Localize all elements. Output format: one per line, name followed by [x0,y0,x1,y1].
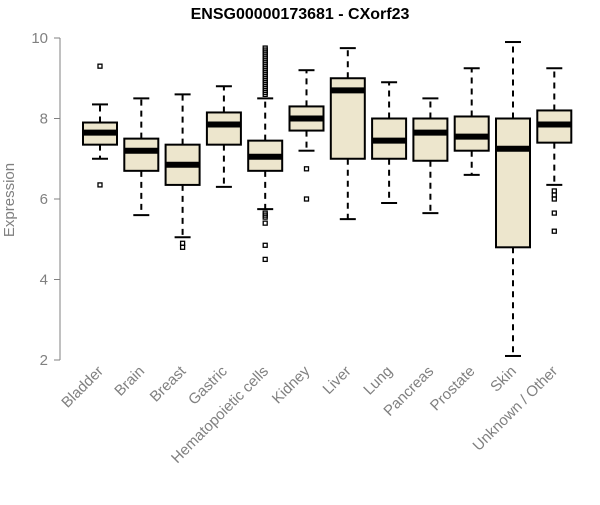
outlier-point [551,228,557,234]
chart-title: ENSG00000173681 - CXorf23 [190,6,410,23]
outlier-point [262,242,268,248]
outlier-point [97,63,103,69]
y-axis: 2 4 6 8 10 [31,30,61,369]
outlier-point [303,196,310,202]
outlier-point [262,91,268,97]
box-iqr [123,137,160,172]
outlier-point [551,210,557,216]
box-liver [329,47,366,221]
box-pancreas [412,97,449,215]
box-breast [164,93,201,250]
outlier-point [262,214,268,220]
box-kidney [288,69,325,202]
x-tick-label: Bladder [58,363,107,412]
box-iqr [412,117,449,162]
box-brain [123,97,160,217]
box-lung [371,81,408,205]
box-gastric [205,85,242,188]
box-bladder [82,63,118,188]
box-iqr [453,115,490,152]
box-skin [495,41,531,357]
y-tick-label: 2 [40,352,48,369]
y-tick-label: 8 [40,111,48,128]
y-axis-label: Expression [1,163,18,237]
outlier-point [179,244,186,250]
x-tick-label: Breast [147,362,190,405]
box-hematopoietic-cells [247,45,284,263]
x-tick-label: Lung [360,363,396,399]
box-unknown-other [536,67,573,234]
x-tick-label: Liver [320,363,355,398]
box-iqr [205,111,242,146]
outlier-point [551,196,557,202]
outlier-point [97,182,103,188]
y-tick-label: 10 [31,30,48,47]
x-tick-label: Skin [487,363,520,396]
box-prostate [453,67,490,176]
outlier-point [303,166,310,172]
box-iqr [495,117,531,249]
y-tick-label: 6 [40,191,48,208]
y-tick-label: 4 [40,272,48,289]
outlier-point [262,220,268,226]
x-tick-label: Brain [111,363,148,400]
boxes-group [82,41,573,357]
outlier-point [262,256,268,263]
x-tick-label: Prostate [427,363,479,415]
x-tick-label: Kidney [269,362,314,407]
